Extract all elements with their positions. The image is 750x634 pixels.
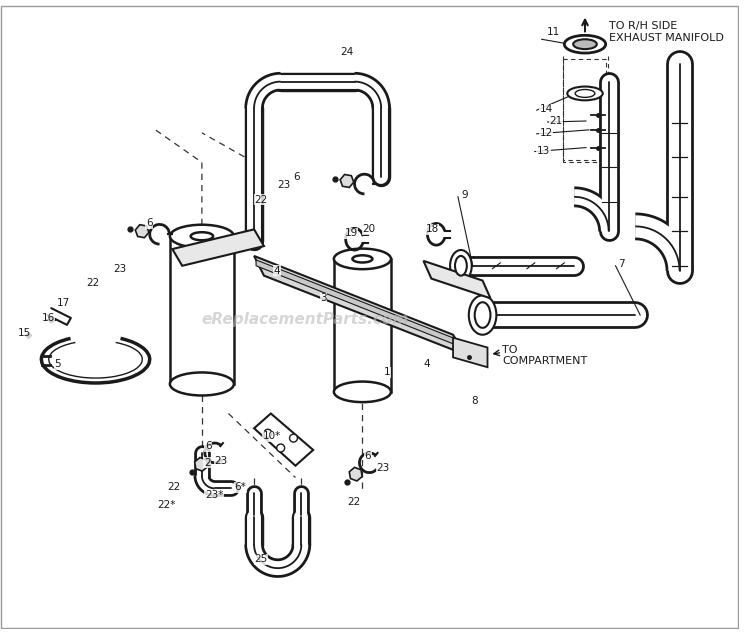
Polygon shape (256, 260, 455, 344)
Text: 6: 6 (205, 441, 212, 451)
Text: 10*: 10* (263, 431, 281, 441)
Text: 22: 22 (254, 195, 267, 205)
Ellipse shape (564, 36, 606, 53)
Text: 11: 11 (547, 27, 560, 37)
Ellipse shape (455, 256, 466, 276)
Ellipse shape (290, 434, 298, 442)
Ellipse shape (567, 87, 603, 100)
Text: 15: 15 (18, 328, 31, 338)
Polygon shape (254, 413, 314, 466)
Polygon shape (340, 174, 354, 188)
Ellipse shape (334, 249, 391, 269)
Ellipse shape (264, 429, 272, 437)
Text: 23: 23 (113, 264, 127, 274)
Text: 17: 17 (57, 298, 70, 308)
Text: 12: 12 (540, 128, 553, 138)
Text: 25: 25 (254, 554, 267, 564)
Text: 6: 6 (293, 172, 300, 182)
Text: 23: 23 (214, 456, 228, 466)
Text: 23*: 23* (205, 490, 224, 500)
Ellipse shape (170, 372, 234, 396)
Text: 8: 8 (471, 396, 478, 406)
Ellipse shape (352, 256, 373, 262)
Text: 5: 5 (54, 359, 61, 369)
Text: 18: 18 (425, 224, 439, 235)
Text: 22*: 22* (158, 500, 176, 510)
Ellipse shape (575, 89, 595, 98)
Text: 23: 23 (376, 463, 389, 473)
Ellipse shape (190, 232, 213, 240)
Text: 24: 24 (340, 47, 353, 57)
Text: 22: 22 (348, 497, 361, 507)
Ellipse shape (450, 250, 472, 281)
Polygon shape (172, 230, 264, 266)
Ellipse shape (469, 295, 496, 335)
Polygon shape (424, 261, 490, 298)
Text: 6*: 6* (235, 482, 246, 493)
Text: 16: 16 (41, 313, 55, 323)
Polygon shape (195, 458, 208, 471)
Bar (170, 236, 234, 384)
Text: 3: 3 (320, 294, 327, 303)
Text: 22: 22 (167, 482, 181, 493)
Text: 19: 19 (345, 228, 358, 238)
Bar (334, 259, 391, 392)
Text: COMPARTMENT: COMPARTMENT (503, 356, 587, 366)
Text: 1: 1 (384, 367, 391, 377)
Text: 4: 4 (274, 266, 280, 276)
Text: 4: 4 (424, 359, 430, 369)
Ellipse shape (334, 382, 391, 402)
Text: EXHAUST MANIFOLD: EXHAUST MANIFOLD (609, 34, 724, 43)
Ellipse shape (475, 302, 490, 328)
Polygon shape (135, 224, 149, 238)
Text: 6: 6 (146, 219, 152, 228)
Polygon shape (453, 338, 488, 367)
Text: 13: 13 (537, 146, 550, 155)
Polygon shape (254, 256, 465, 354)
Text: 23: 23 (278, 180, 291, 190)
Text: 20: 20 (362, 224, 376, 235)
Polygon shape (350, 467, 362, 481)
Text: 22: 22 (87, 278, 100, 288)
Ellipse shape (277, 444, 284, 452)
Text: 9: 9 (461, 190, 467, 200)
Text: TO R/H SIDE: TO R/H SIDE (609, 22, 677, 32)
Text: 7: 7 (619, 259, 625, 269)
Text: 2: 2 (204, 458, 211, 468)
Ellipse shape (573, 39, 597, 49)
Text: 21: 21 (550, 116, 562, 126)
Text: 6: 6 (364, 451, 371, 461)
Text: TO: TO (503, 344, 518, 354)
Text: eReplacementParts.com: eReplacementParts.com (202, 313, 409, 327)
Ellipse shape (170, 224, 234, 248)
Text: 14: 14 (540, 104, 553, 114)
